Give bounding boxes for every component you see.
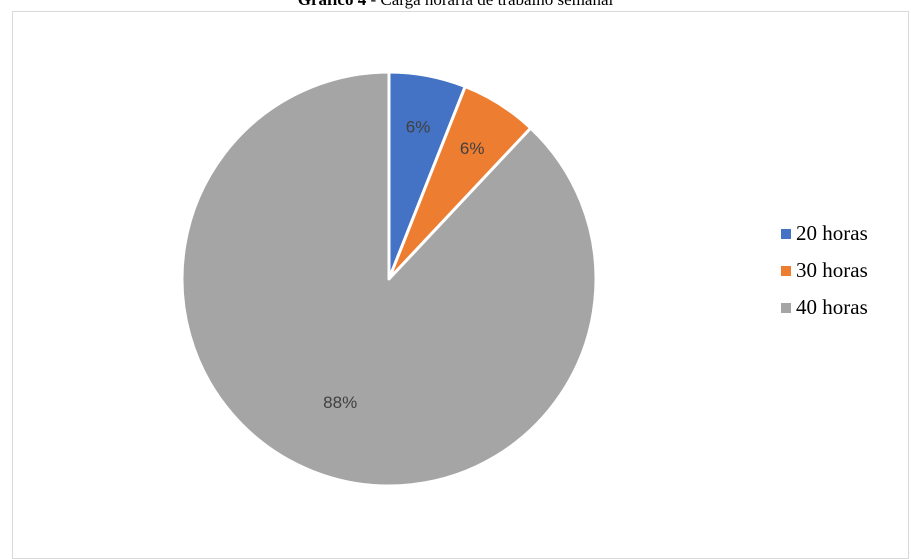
- legend-swatch-30-horas: [781, 265, 791, 276]
- legend-swatch-20-horas: [781, 228, 791, 239]
- legend-item-20-horas: 20 horas: [781, 221, 868, 245]
- chart-title-text: - Carga horária de trabalho semanal: [370, 0, 613, 9]
- data-label-2: 6%: [460, 139, 485, 158]
- legend-item-30-horas: 30 horas: [781, 258, 868, 282]
- pie-data-labels: 6% 6% 88%: [323, 118, 484, 413]
- legend-item-40-horas: 40 horas: [781, 295, 868, 319]
- legend-label-40-horas: 40 horas: [796, 295, 868, 319]
- legend: 20 horas 30 horas 40 horas: [781, 221, 868, 333]
- pie-slices: [180, 70, 598, 488]
- legend-label-20-horas: 20 horas: [796, 221, 868, 245]
- legend-swatch-40-horas: [781, 302, 791, 313]
- chart-title-prefix: Gráfico 4: [298, 0, 366, 9]
- legend-label-30-horas: 30 horas: [796, 258, 868, 282]
- chart-title: Gráfico 4 - Carga horária de trabalho se…: [0, 0, 911, 10]
- data-label-1: 6%: [406, 118, 431, 137]
- pie-slice-3: [180, 70, 598, 488]
- data-label-3: 88%: [323, 393, 357, 412]
